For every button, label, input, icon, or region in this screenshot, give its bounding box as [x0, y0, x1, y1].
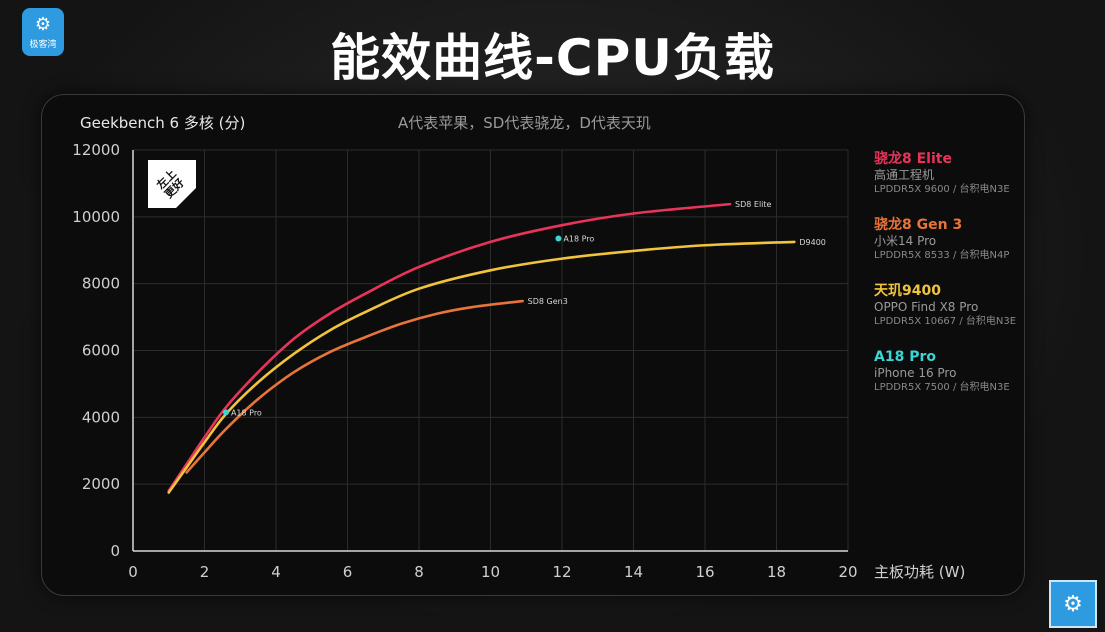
legend-item: 骁龙8 Gen 3 小米14 Pro LPDDR5X 8533 / 台积电N4P: [874, 216, 1024, 282]
legend-item: 骁龙8 Elite 高通工程机 LPDDR5X 9600 / 台积电N3E: [874, 150, 1024, 216]
a18pro-point: [555, 235, 562, 242]
x-tick-label: 0: [128, 563, 138, 581]
channel-logo: ⚙ 极客湾: [22, 8, 64, 56]
chart-note: A代表苹果，SD代表骁龙，D代表天玑: [398, 114, 651, 132]
x-tick-label: 14: [624, 563, 643, 581]
y-tick-label: 4000: [82, 408, 120, 426]
legend-name: 骁龙8 Gen 3: [874, 217, 963, 233]
chart-legend: 骁龙8 Elite 高通工程机 LPDDR5X 9600 / 台积电N3E 骁龙…: [874, 150, 1024, 414]
legend-device: OPPO Find X8 Pro: [874, 300, 979, 314]
point-label: A18 Pro: [231, 408, 262, 417]
y-tick-label: 8000: [82, 275, 120, 293]
legend-device: iPhone 16 Pro: [874, 366, 957, 380]
x-tick-label: 2: [200, 563, 210, 581]
gear-icon: ⚙: [1063, 591, 1083, 617]
y-tick-label: 12000: [72, 141, 120, 159]
legend-memory: LPDDR5X 7500 / 台积电N3E: [874, 382, 1010, 393]
x-tick-label: 10: [481, 563, 500, 581]
series-line: [167, 202, 732, 493]
watermark-logo: ⚙: [1049, 580, 1097, 628]
legend-item: 天玑9400 OPPO Find X8 Pro LPDDR5X 10667 / …: [874, 282, 1024, 348]
legend-name: 骁龙8 Elite: [874, 151, 952, 167]
legend-device: 高通工程机: [874, 168, 935, 182]
gear-icon: ⚙: [34, 13, 52, 35]
y-tick-label: 0: [110, 542, 120, 560]
legend-memory: LPDDR5X 9600 / 台积电N3E: [874, 184, 1010, 195]
legend-name: A18 Pro: [874, 349, 936, 365]
page-title: 能效曲线-CPU负载: [330, 29, 775, 87]
x-tick-label: 12: [552, 563, 571, 581]
y-tick-label: 2000: [82, 475, 120, 493]
legend-device: 小米14 Pro: [874, 234, 937, 248]
x-tick-label: 4: [271, 563, 281, 581]
series-line: [167, 240, 796, 494]
x-axis-title: 主板功耗 (W): [874, 563, 965, 581]
legend-memory: LPDDR5X 8533 / 台积电N4P: [874, 250, 1010, 261]
x-tick-label: 18: [767, 563, 786, 581]
series-line: [185, 299, 524, 474]
upper-left-better-badge: 左上 更好: [148, 160, 196, 208]
x-tick-label: 20: [838, 563, 857, 581]
y-tick-label: 10000: [72, 208, 120, 226]
legend-item: A18 Pro iPhone 16 Pro LPDDR5X 7500 / 台积电…: [874, 348, 1024, 414]
legend-memory: LPDDR5X 10667 / 台积电N3E: [874, 316, 1017, 327]
point-label: A18 Pro: [563, 235, 594, 244]
series-end-label: SD8 Gen3: [528, 297, 568, 306]
series-end-label: D9400: [799, 238, 826, 247]
chart-panel: [42, 95, 1024, 595]
series-end-label: SD8 Elite: [735, 200, 772, 209]
logo-label: 极客湾: [29, 39, 57, 50]
x-tick-label: 6: [343, 563, 353, 581]
y-tick-label: 6000: [82, 342, 120, 360]
x-tick-label: 16: [695, 563, 714, 581]
y-axis-title: Geekbench 6 多核 (分): [80, 114, 246, 132]
a18pro-point: [222, 409, 229, 416]
legend-name: 天玑9400: [874, 283, 941, 299]
x-tick-label: 8: [414, 563, 424, 581]
